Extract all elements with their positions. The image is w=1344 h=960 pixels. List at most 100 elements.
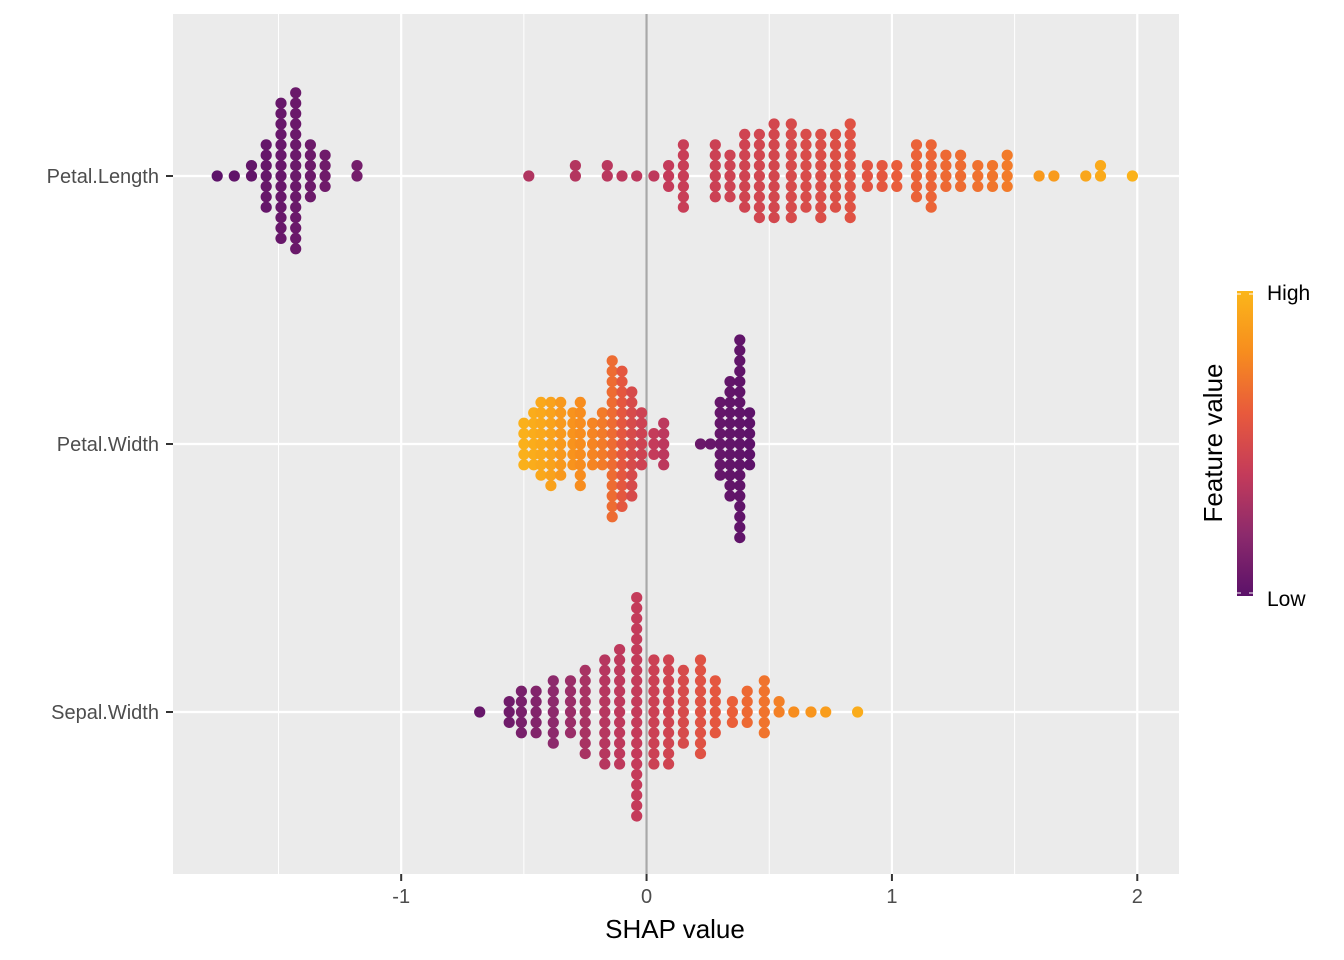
data-point	[910, 160, 923, 172]
data-point	[631, 789, 643, 801]
data-point	[626, 396, 638, 408]
data-point	[579, 706, 591, 718]
data-point	[631, 748, 643, 760]
data-point	[290, 222, 302, 234]
data-point	[734, 355, 746, 367]
data-point	[636, 459, 648, 471]
data-point	[800, 149, 812, 161]
data-point	[800, 180, 812, 192]
data-point	[631, 737, 643, 749]
data-point	[815, 149, 827, 161]
data-point	[925, 191, 937, 203]
data-point	[714, 459, 726, 471]
data-point	[631, 592, 643, 604]
data-point	[658, 459, 670, 471]
data-point	[694, 727, 707, 739]
data-point	[910, 191, 923, 203]
data-point	[709, 696, 721, 708]
data-point	[785, 170, 797, 182]
data-point	[861, 170, 874, 182]
data-point	[245, 160, 258, 172]
data-point	[545, 438, 557, 450]
data-point	[626, 407, 638, 419]
data-point	[564, 706, 577, 718]
data-point	[677, 201, 690, 213]
data-point	[714, 428, 726, 440]
data-point	[724, 386, 736, 398]
data-point	[1126, 170, 1138, 182]
data-point	[677, 170, 690, 182]
data-point	[734, 532, 746, 544]
data-point	[724, 428, 736, 440]
x-axis-title: SHAP value	[605, 914, 745, 944]
data-point	[709, 685, 721, 697]
data-point	[744, 448, 756, 460]
data-point	[844, 160, 856, 172]
data-point	[606, 438, 618, 450]
data-point	[986, 180, 999, 192]
data-point	[704, 438, 717, 450]
data-point	[631, 716, 643, 729]
data-point	[545, 417, 557, 429]
data-point	[616, 396, 628, 408]
data-point	[734, 459, 746, 471]
data-point	[724, 480, 736, 492]
data-point	[677, 664, 690, 677]
data-point	[530, 716, 542, 729]
data-point	[599, 664, 611, 677]
data-point	[260, 201, 272, 213]
data-point	[753, 180, 766, 192]
data-point	[304, 149, 316, 161]
data-point	[677, 191, 690, 203]
data-point	[753, 139, 766, 151]
data-point	[861, 160, 874, 172]
data-point	[606, 407, 618, 419]
data-point	[574, 438, 586, 450]
data-point	[290, 97, 302, 109]
data-point	[785, 128, 797, 140]
data-point	[555, 407, 567, 419]
data-point	[768, 180, 780, 192]
data-point	[564, 685, 577, 697]
data-point	[829, 191, 842, 203]
data-point	[785, 201, 797, 213]
data-point	[636, 407, 648, 419]
data-point	[724, 438, 736, 450]
data-point	[677, 706, 690, 718]
data-point	[910, 170, 923, 182]
data-point	[545, 428, 557, 440]
data-point	[569, 170, 582, 182]
data-point	[734, 417, 746, 429]
data-point	[734, 344, 746, 356]
data-point	[741, 716, 753, 729]
data-point	[574, 448, 586, 460]
legend-colorbar	[1237, 291, 1253, 596]
data-point	[626, 480, 638, 492]
data-point	[275, 232, 287, 244]
data-point	[734, 334, 746, 346]
data-point	[599, 716, 611, 729]
data-point	[739, 139, 751, 151]
data-point	[955, 170, 967, 182]
data-point	[614, 758, 626, 770]
data-point	[773, 706, 785, 718]
data-point	[631, 644, 643, 656]
data-point	[648, 716, 660, 729]
data-point	[614, 644, 626, 656]
data-point	[290, 149, 302, 161]
data-point	[275, 191, 287, 203]
data-point	[636, 417, 648, 429]
data-point	[606, 448, 618, 460]
data-point	[304, 170, 316, 182]
data-point	[741, 706, 753, 718]
data-point	[1033, 170, 1045, 182]
data-point	[800, 191, 812, 203]
data-point	[547, 685, 559, 697]
data-point	[972, 170, 984, 182]
data-point	[986, 170, 999, 182]
data-point	[614, 716, 626, 729]
data-point	[785, 191, 797, 203]
data-point	[599, 654, 611, 666]
data-point	[677, 727, 690, 739]
data-point	[614, 654, 626, 666]
